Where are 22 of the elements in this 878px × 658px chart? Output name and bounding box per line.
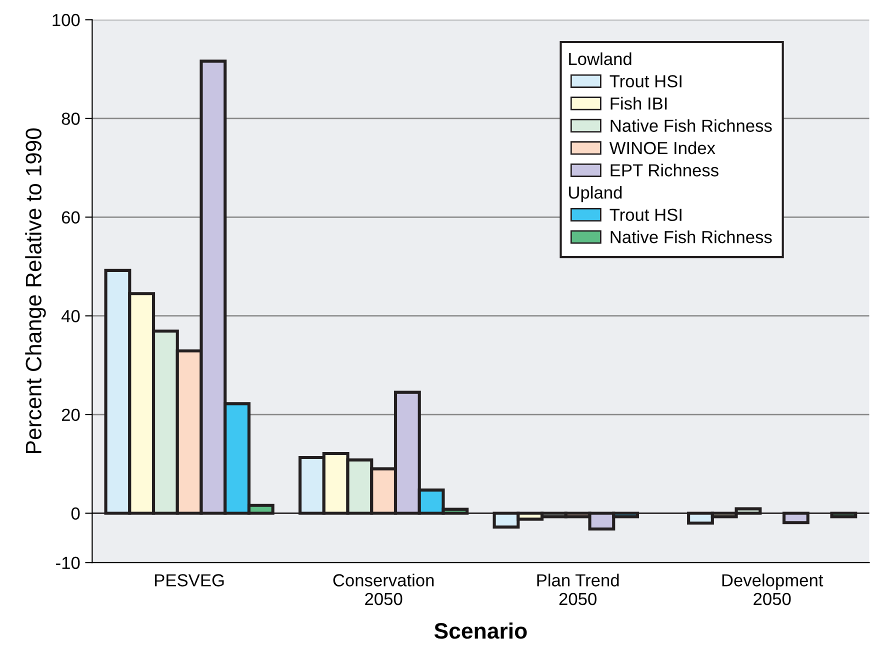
x-axis-title: Scenario (434, 622, 527, 639)
legend-label: Fish IBI (610, 96, 667, 110)
y-tick-label: 40 (61, 310, 80, 322)
y-tick-label: -10 (56, 556, 80, 570)
text: Lowland (569, 52, 632, 66)
legend-label: WINOE Index (609, 141, 716, 154)
y-tick-label: 60 (62, 211, 80, 224)
legend-label: Trout HSI (610, 208, 682, 221)
x-tick-label: Development 2050 (722, 574, 824, 606)
legend-label: Native Fish Richness (610, 119, 772, 132)
legend-label: Native Fish Richness (610, 230, 772, 244)
y-tick-label: 0 (71, 507, 80, 520)
legend-label: Trout HSI (610, 75, 682, 88)
y-tick-label: 20 (62, 408, 80, 421)
x-tick-label: PESVEG (155, 574, 224, 586)
text: Upland (569, 186, 622, 202)
y-tick-label: 100 (52, 14, 80, 26)
x-tick-label: Conservation 2050 (333, 574, 434, 606)
y-axis-title: Percent Change Relative to 1990 (25, 128, 46, 454)
y-tick-label: 80 (62, 112, 80, 125)
legend-label: EPT Richness (610, 164, 718, 176)
x-tick-label: Plan Trend 2050 (537, 574, 619, 606)
